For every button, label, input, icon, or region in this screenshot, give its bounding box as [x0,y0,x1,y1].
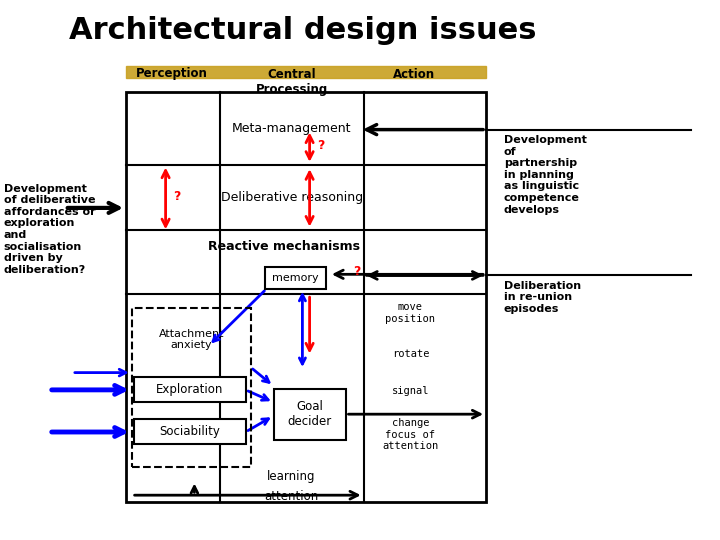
Bar [126,66,486,78]
Text: Meta-management: Meta-management [232,122,351,135]
Text: ?: ? [317,139,324,152]
Text: attention: attention [264,490,319,503]
Text: Deliberation
in re-union
episodes: Deliberation in re-union episodes [504,281,581,314]
Text: Development
of
partnership
in planning
as linguistic
competence
develops: Development of partnership in planning a… [504,135,587,214]
Text: learning: learning [267,470,316,483]
Text: Architectural design issues: Architectural design issues [68,16,536,45]
Bar [265,267,326,289]
Text: change
focus of
attention: change focus of attention [382,418,438,451]
Text: ?: ? [353,265,360,278]
Text: Goal
decider: Goal decider [287,401,332,428]
Bar [126,92,486,502]
Bar [134,377,246,402]
Bar [134,419,246,444]
Text: signal: signal [392,387,429,396]
Text: Reactive mechanisms: Reactive mechanisms [208,240,361,253]
Text: Attachment
anxiety: Attachment anxiety [158,329,224,350]
Text: Perception: Perception [135,68,207,80]
Text: memory: memory [272,273,319,283]
Text: Action: Action [393,68,435,80]
Text: ?: ? [173,190,180,203]
Text: Development
of deliberative
affordances or
exploration
and
socialisation
driven : Development of deliberative affordances … [4,184,95,275]
Text: move
position: move position [385,302,436,324]
Text: Sociability: Sociability [159,425,220,438]
Text: Deliberative reasoning: Deliberative reasoning [220,191,363,204]
Text: rotate: rotate [392,349,429,359]
Bar [132,308,251,467]
Bar [274,389,346,440]
Text: Exploration: Exploration [156,383,223,396]
Text: Central
Processing: Central Processing [256,68,328,96]
